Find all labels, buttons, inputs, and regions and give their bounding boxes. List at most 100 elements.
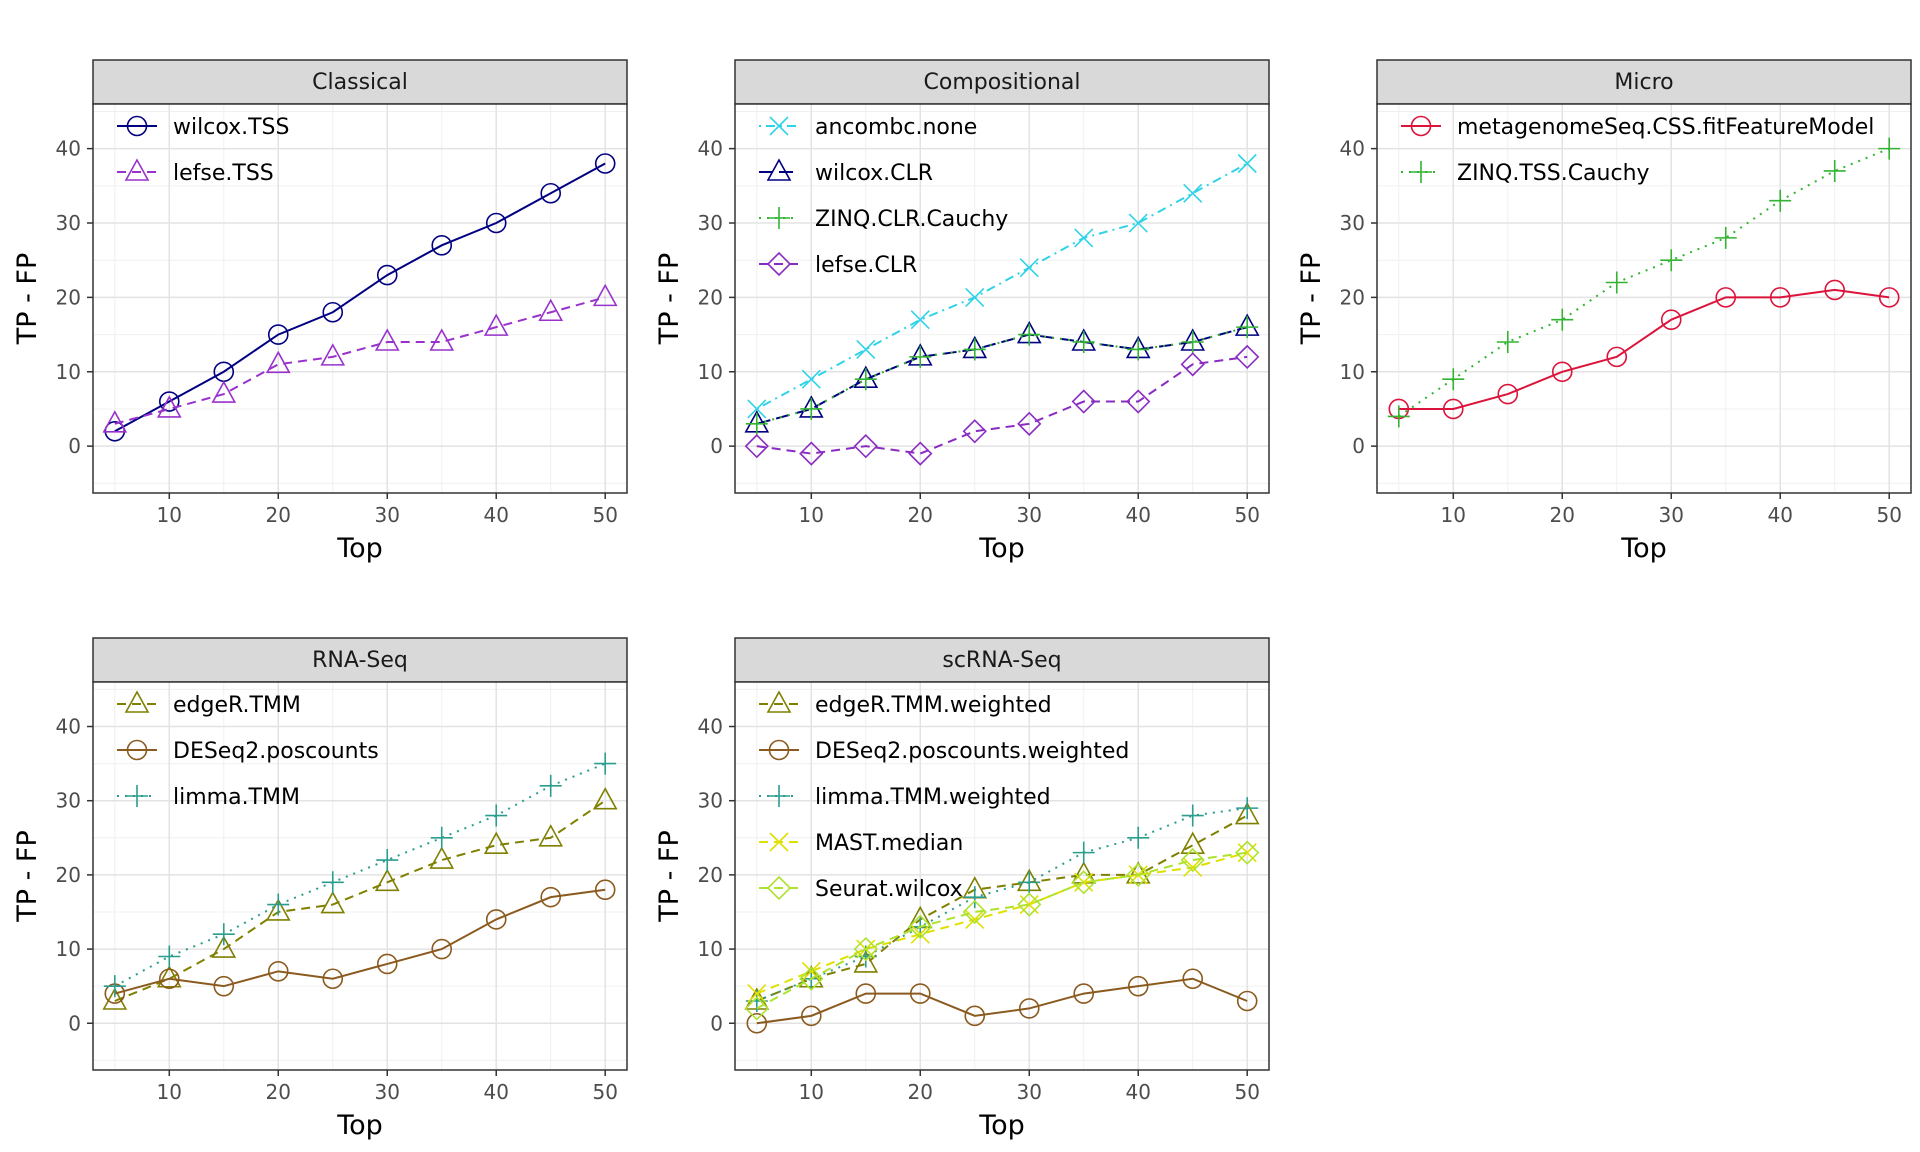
y-axis-title: TP - FP	[12, 830, 43, 923]
x-tick-label: 20	[266, 503, 291, 527]
data-point	[745, 412, 768, 435]
data-point	[1442, 368, 1465, 391]
data-point	[1180, 352, 1205, 377]
data-point	[158, 945, 181, 968]
y-tick-label: 20	[1340, 285, 1365, 309]
series-lefse.CLR	[744, 344, 1260, 466]
legend-key-marker	[1410, 161, 1432, 183]
gridlines	[93, 682, 627, 1070]
data-point	[485, 909, 507, 930]
legend: ancombc.none wilcox.CLR ZINQ.CLR.Cauchy lef…	[759, 115, 1008, 278]
legend-key	[117, 115, 157, 137]
data-point	[801, 369, 821, 389]
chart-panel-compositional: Compositional ancombc.none wilcox.CLR ZINQ.…	[654, 59, 1270, 564]
y-tick-label: 10	[698, 937, 723, 961]
facet-title: Micro	[1614, 70, 1673, 95]
data-point	[156, 965, 182, 988]
series-Seurat.wilcox	[744, 840, 1260, 1021]
data-point	[1127, 826, 1150, 849]
data-point	[322, 968, 344, 990]
data-point	[909, 345, 932, 368]
y-axis-title: TP - FP	[12, 253, 43, 346]
data-point	[1235, 344, 1260, 370]
series-edgeR.TMM	[102, 787, 618, 1010]
legend-key-marker	[768, 207, 790, 229]
data-point	[856, 339, 876, 360]
data-point	[1551, 308, 1574, 331]
y-tick-label: 0	[68, 434, 81, 458]
series-wilcox.TSS	[104, 153, 616, 442]
y-tick-label: 20	[698, 285, 723, 309]
series-line	[114, 296, 606, 425]
data-point	[158, 391, 180, 412]
x-tick-label: 40	[1125, 1080, 1150, 1104]
data-point	[1769, 189, 1792, 212]
data-point	[744, 996, 769, 1021]
data-point	[800, 1005, 822, 1027]
data-point	[1878, 287, 1900, 308]
x-tick-label: 40	[1125, 503, 1150, 527]
y-tick-label: 10	[56, 360, 81, 384]
data-point	[1236, 797, 1259, 820]
series-line	[756, 355, 1248, 455]
x-tick-label: 10	[799, 503, 824, 527]
data-point	[267, 961, 289, 982]
x-tick-label: 30	[375, 503, 400, 527]
legend-label: lefse.CLR	[815, 253, 917, 278]
series-lefse.TSS	[102, 283, 618, 433]
legend-label: MAST.median	[815, 831, 963, 856]
data-point	[376, 953, 398, 975]
data-point	[485, 804, 508, 827]
data-point	[485, 212, 507, 234]
y-tick-label: 0	[1352, 434, 1365, 458]
legend-label: ancombc.none	[815, 115, 977, 140]
x-tick-label: 50	[592, 1080, 617, 1104]
x-tick-label: 10	[799, 1080, 824, 1104]
x-tick-label: 40	[1767, 503, 1792, 527]
plot-area	[93, 104, 627, 493]
y-tick-label: 20	[56, 863, 81, 887]
legend-key-marker	[769, 116, 789, 136]
data-point	[594, 752, 617, 775]
legend-key	[1401, 161, 1441, 183]
data-point	[1551, 361, 1573, 383]
data-point	[539, 774, 562, 797]
data-point	[594, 153, 616, 174]
axis-ticks: 10 20 30 40 50 0 10 20 30 40	[698, 137, 1260, 527]
legend-label: metagenomeSeq.CSS.fitFeatureModel	[1457, 115, 1874, 140]
series-DESeq2.poscounts.weighted	[746, 968, 1258, 1034]
y-tick-label: 30	[698, 789, 723, 813]
legend-label: edgeR.TMM.weighted	[815, 693, 1052, 718]
data-point	[1824, 279, 1846, 301]
data-point	[1127, 975, 1149, 997]
x-tick-label: 50	[592, 503, 617, 527]
data-point	[1126, 862, 1151, 888]
legend-label: edgeR.TMM	[173, 693, 301, 718]
data-point	[1497, 383, 1519, 405]
series-DESeq2.poscounts	[104, 879, 616, 1004]
data-point	[747, 399, 767, 419]
legend-key-marker	[768, 785, 790, 807]
legend-key-marker	[769, 832, 789, 852]
y-tick-label: 10	[56, 937, 81, 961]
data-point	[376, 849, 399, 872]
data-point	[1071, 389, 1096, 414]
data-point	[538, 298, 564, 322]
data-point	[431, 235, 453, 256]
x-tick-label: 50	[1234, 503, 1259, 527]
data-point	[1018, 323, 1041, 346]
x-tick-label: 30	[1017, 503, 1042, 527]
data-point	[374, 868, 400, 892]
data-point	[1180, 831, 1206, 855]
legend-label: ZINQ.CLR.Cauchy	[815, 207, 1008, 232]
x-axis-title: Top	[336, 1110, 383, 1141]
legend-label: Seurat.wilcox	[815, 877, 963, 902]
data-point	[1182, 968, 1204, 990]
data-point	[429, 846, 455, 869]
data-point	[212, 923, 235, 946]
y-tick-label: 30	[698, 211, 723, 235]
legend-key-marker	[124, 690, 150, 713]
legend-key	[117, 690, 157, 713]
data-point	[1236, 316, 1259, 339]
data-point	[908, 914, 933, 939]
